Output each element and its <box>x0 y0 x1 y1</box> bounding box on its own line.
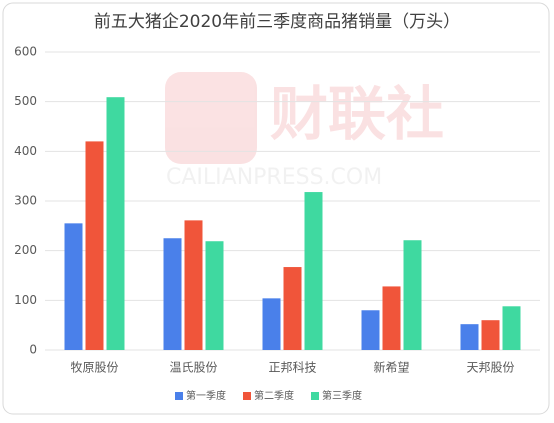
x-tick-label: 新希望 <box>373 360 409 375</box>
x-tick-label: 正邦科技 <box>268 361 316 375</box>
bar <box>481 320 500 350</box>
bar <box>502 306 521 350</box>
bar <box>382 286 401 350</box>
bar <box>403 240 422 350</box>
legend-swatch <box>175 392 183 400</box>
bar <box>361 310 380 350</box>
bar <box>205 241 224 350</box>
x-tick-label: 牧原股份 <box>70 361 118 375</box>
bar <box>304 192 323 350</box>
bar <box>184 220 203 350</box>
y-tick-label: 400 <box>14 144 37 158</box>
legend-label: 第三季度 <box>322 389 362 402</box>
chart-title: 前五大猪企2020年前三季度商品猪销量（万头） <box>94 12 460 32</box>
chart-frame <box>2 2 550 415</box>
legend-label: 第一季度 <box>186 389 226 402</box>
x-tick-label: 温氏股份 <box>169 361 217 375</box>
bar <box>163 238 182 350</box>
bar <box>283 267 302 350</box>
bar <box>64 223 83 350</box>
bar <box>262 298 281 350</box>
watermark: 财联社 CAILIANPRESS.COM <box>165 72 444 190</box>
y-tick-label: 500 <box>14 94 37 108</box>
y-tick-label: 600 <box>14 45 37 59</box>
y-tick-label: 0 <box>29 343 37 357</box>
y-tick-label: 200 <box>14 243 37 257</box>
y-tick-label: 100 <box>14 293 37 307</box>
bar <box>460 324 479 350</box>
legend-label: 第二季度 <box>254 389 294 402</box>
y-tick-label: 300 <box>14 194 37 208</box>
watermark-site: CAILIANPRESS.COM <box>166 165 382 190</box>
watermark-brand: 财联社 <box>270 80 444 148</box>
x-tick-label: 天邦股份 <box>466 361 514 375</box>
legend-swatch <box>311 392 319 400</box>
bar <box>106 97 125 351</box>
legend-swatch <box>243 392 251 400</box>
bar <box>85 141 104 350</box>
watermark-logo <box>165 72 257 164</box>
